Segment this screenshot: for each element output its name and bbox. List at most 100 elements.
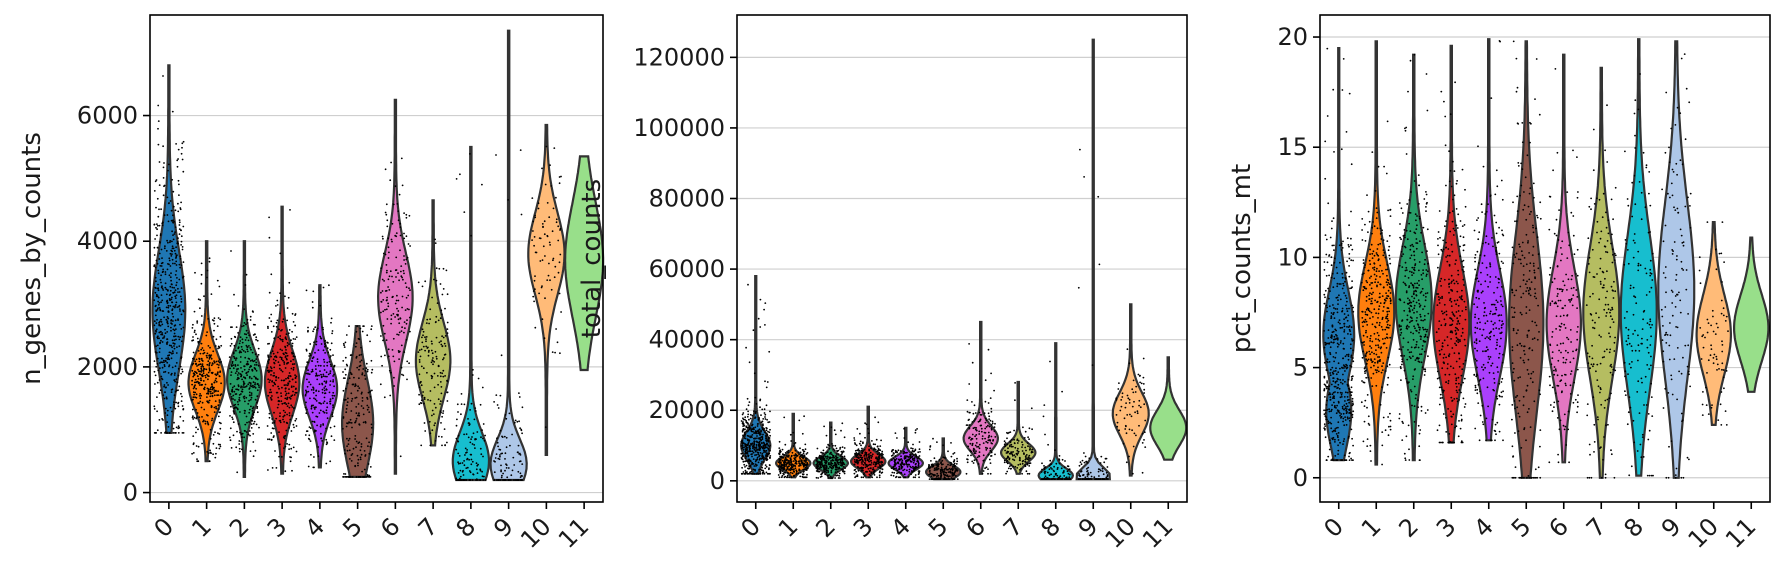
data-point: [401, 295, 404, 298]
data-point: [305, 366, 307, 368]
data-point: [284, 411, 287, 414]
data-point: [182, 310, 185, 313]
data-point: [278, 419, 281, 422]
data-point: [230, 396, 233, 398]
data-point: [286, 405, 289, 407]
points-2: [815, 422, 846, 479]
data-point: [441, 415, 443, 418]
data-point: [765, 465, 768, 468]
data-point: [768, 431, 771, 434]
data-point: [241, 341, 244, 344]
data-point: [1080, 463, 1083, 466]
data-point: [894, 455, 897, 457]
data-point: [752, 451, 755, 454]
data-point: [169, 252, 172, 255]
data-point: [195, 408, 198, 411]
data-point: [493, 479, 496, 481]
data-point: [1090, 475, 1093, 478]
data-point: [203, 368, 206, 370]
data-point: [243, 368, 246, 371]
data-point: [157, 120, 160, 122]
data-point: [209, 388, 212, 391]
data-point: [1084, 476, 1087, 479]
data-point: [815, 456, 818, 459]
data-point: [330, 435, 333, 438]
data-point: [554, 265, 557, 268]
y-tick-label: 20000: [649, 396, 725, 424]
data-point: [178, 221, 181, 224]
data-point: [208, 358, 211, 360]
data-point: [267, 327, 269, 329]
data-point: [194, 391, 197, 394]
data-point: [251, 415, 254, 418]
data-point: [315, 343, 318, 346]
data-point: [1083, 461, 1086, 464]
data-point: [1067, 465, 1070, 468]
data-point: [991, 442, 993, 445]
data-point: [1007, 450, 1010, 453]
data-point: [1028, 454, 1031, 457]
data-point: [534, 326, 537, 329]
data-point: [499, 394, 502, 397]
data-point: [742, 448, 745, 451]
data-point: [313, 397, 315, 400]
data-point: [256, 378, 259, 381]
data-point: [903, 450, 905, 453]
data-point: [173, 339, 176, 341]
data-point: [165, 300, 168, 303]
data-point: [1053, 475, 1055, 478]
data-point: [217, 415, 220, 418]
data-point: [237, 364, 239, 366]
data-point: [837, 453, 840, 455]
data-point: [234, 372, 237, 374]
data-point: [988, 434, 991, 437]
data-point: [248, 399, 251, 402]
data-point: [988, 415, 991, 418]
data-point: [243, 322, 246, 324]
data-point: [442, 357, 445, 359]
data-point: [330, 317, 333, 320]
data-point: [987, 431, 990, 434]
data-point: [327, 351, 330, 354]
data-point: [1022, 426, 1024, 429]
data-point: [178, 228, 181, 231]
data-point: [477, 463, 479, 466]
data-point: [200, 369, 203, 371]
data-point: [275, 356, 278, 359]
y-tick-label: 100000: [633, 114, 725, 142]
data-point: [278, 387, 280, 390]
data-point: [215, 380, 218, 383]
data-point: [284, 445, 287, 448]
data-point: [381, 290, 384, 292]
data-point: [871, 453, 874, 456]
data-point: [766, 434, 768, 437]
data-point: [238, 396, 241, 399]
data-point: [990, 435, 993, 438]
data-point: [252, 422, 255, 425]
data-point: [540, 286, 543, 289]
data-point: [284, 367, 287, 369]
data-point: [759, 438, 762, 441]
data-point: [171, 366, 174, 369]
data-point: [180, 400, 183, 402]
data-point: [231, 416, 234, 419]
data-point: [291, 378, 294, 381]
data-point: [177, 148, 180, 151]
data-point: [1006, 437, 1008, 440]
data-point: [176, 306, 179, 308]
data-point: [744, 472, 747, 475]
data-point: [182, 261, 185, 263]
data-point: [321, 391, 324, 394]
data-point: [244, 386, 247, 388]
data-point: [324, 352, 326, 354]
data-point: [164, 286, 167, 289]
data-point: [192, 396, 195, 399]
data-point: [749, 417, 752, 420]
data-point: [1061, 390, 1063, 393]
data-point: [789, 469, 792, 472]
data-point: [157, 269, 160, 272]
data-point: [521, 406, 524, 409]
data-point: [827, 477, 829, 479]
data-point: [207, 423, 210, 426]
data-point: [789, 433, 792, 436]
